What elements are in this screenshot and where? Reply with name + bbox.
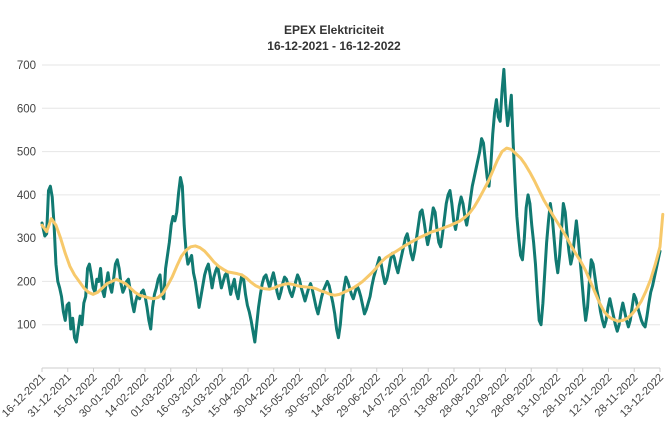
x-axis-ticks: 16-12-202131-12-202115-01-202230-01-2022… <box>0 368 666 420</box>
y-tick-label: 600 <box>17 103 36 115</box>
y-axis-ticks: 100 200 300 400 500 600 700 <box>17 60 36 332</box>
y-tick-label: 100 <box>17 320 36 332</box>
y-tick-label: 700 <box>17 60 36 72</box>
y-tick-label: 200 <box>17 276 36 288</box>
y-tick-label: 300 <box>17 233 36 245</box>
daily-price-line <box>40 67 662 344</box>
gridlines <box>42 64 660 326</box>
moving-average-line <box>40 146 665 323</box>
chart-subtitle: 16-12-2021 - 16-12-2022 <box>267 39 401 53</box>
y-tick-label: 500 <box>17 147 36 159</box>
y-tick-label: 400 <box>17 190 36 202</box>
series-group <box>40 67 665 344</box>
chart-title: EPEX Elektriciteit <box>284 23 384 37</box>
